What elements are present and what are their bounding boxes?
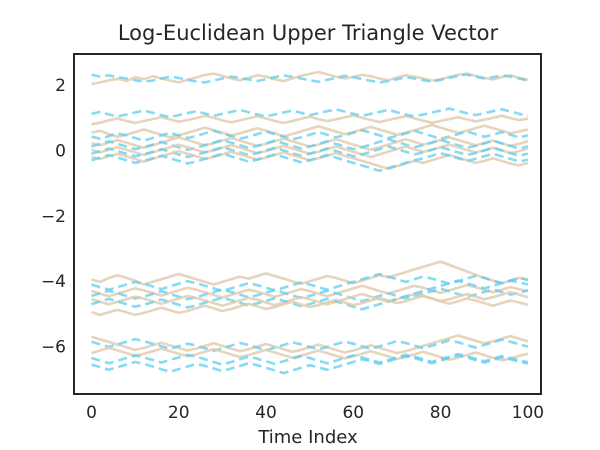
series-line-1 [91, 70, 529, 86]
x-tick-label: 80 [430, 403, 452, 423]
y-tick-label: −2 [41, 207, 66, 227]
x-tick-label: 40 [255, 403, 277, 423]
x-axis-label: Time Index [257, 427, 358, 448]
series-line-18 [91, 279, 529, 311]
y-tick-label: −4 [41, 272, 66, 292]
series-line-3 [91, 114, 529, 126]
series-line-13 [91, 260, 529, 286]
series-layer [91, 70, 529, 375]
x-tick-label: 20 [168, 403, 190, 423]
series-line-10 [91, 145, 529, 159]
series-line-12 [91, 151, 529, 172]
chart-title: Log-Euclidean Upper Triangle Vector [118, 21, 499, 45]
series-line-17 [91, 292, 529, 308]
series-line-15 [91, 283, 529, 299]
x-axis-ticks: 0 20 40 60 80 100 [86, 403, 544, 423]
x-tick-label: 100 [512, 403, 544, 423]
y-tick-label: 0 [55, 141, 66, 161]
series-line-16 [91, 287, 529, 303]
plot-frame [73, 53, 542, 395]
y-axis-ticks: 2 0 −2 −4 −6 [41, 76, 66, 358]
series-line-19 [91, 290, 529, 317]
y-tick-label: 2 [55, 76, 66, 96]
series-line-2 [91, 73, 529, 84]
y-tick-label: −6 [41, 338, 66, 358]
x-tick-label: 60 [342, 403, 364, 423]
series-line-24 [91, 354, 529, 375]
series-line-21 [91, 337, 529, 353]
series-line-4 [91, 107, 529, 119]
x-tick-label: 0 [86, 403, 97, 423]
series-line-6 [91, 128, 529, 142]
series-line-22 [91, 346, 529, 362]
series-line-8 [91, 138, 529, 152]
